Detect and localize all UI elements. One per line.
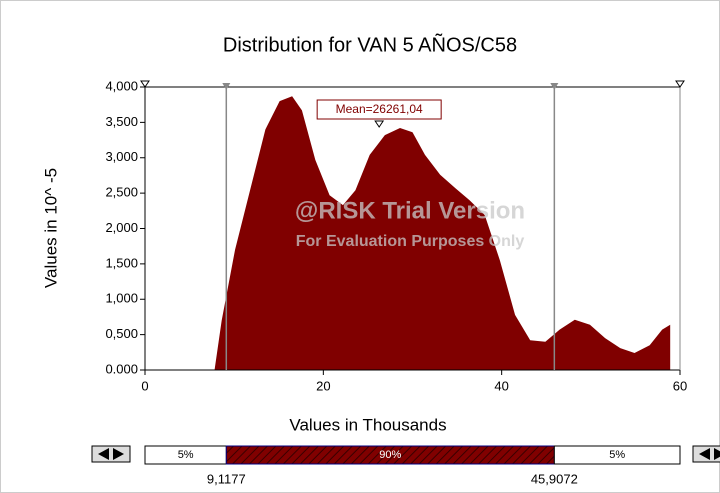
x-tick-label: 60 [673, 378, 687, 393]
y-tick-label: 3,500 [105, 114, 138, 129]
y-tick-label: 4,000 [105, 78, 138, 93]
delimiter-label: 45,9072 [531, 471, 578, 486]
y-axis-label: Values in 10^ -5 [41, 168, 60, 288]
delimiter-marker[interactable] [550, 83, 559, 90]
y-tick-label: 2,000 [105, 220, 138, 235]
x-tick-label: 20 [316, 378, 330, 393]
y-tick-label: 3,000 [105, 149, 138, 164]
watermark: @RISK Trial Version [295, 197, 525, 224]
delimiter-marker[interactable] [222, 83, 231, 90]
corner-marker [140, 80, 150, 88]
y-tick-label: 0,500 [105, 326, 138, 341]
x-tick-label: 0 [141, 378, 148, 393]
right-arrows[interactable] [692, 445, 720, 463]
mean-box [316, 99, 442, 120]
percent-segment [553, 445, 681, 465]
y-tick-label: 1,000 [105, 291, 138, 306]
delimiter-label: 9,1177 [207, 471, 246, 486]
x-axis-label: Values in Thousands [289, 415, 446, 434]
chart-title: Distribution for VAN 5 AÑOS/C58 [223, 32, 517, 56]
y-tick-label: 2,500 [105, 185, 138, 200]
corner-marker [675, 80, 685, 88]
mean-marker [374, 120, 385, 128]
density-area [214, 96, 671, 370]
y-tick-label: 0.000 [105, 361, 138, 376]
watermark: For Evaluation Purposes Only [296, 233, 525, 250]
percent-label: 90% [379, 449, 401, 461]
percent-label: 5% [178, 449, 194, 461]
y-tick-label: 1,500 [105, 255, 138, 270]
mean-label: Mean=26261,04 [336, 102, 423, 116]
x-tick-label: 40 [494, 378, 508, 393]
left-arrows[interactable] [91, 445, 131, 463]
percent-label: 5% [609, 449, 625, 461]
